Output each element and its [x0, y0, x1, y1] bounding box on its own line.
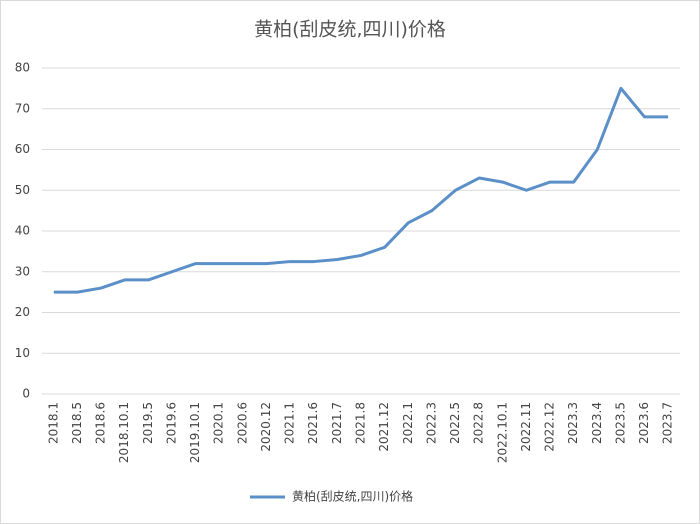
x-tick-label: 2018.5 — [70, 402, 84, 444]
legend-label: 黄柏(刮皮统,四川)价格 — [292, 489, 413, 504]
x-tick-label: 2022.11 — [519, 402, 533, 452]
y-tick-label: 70 — [15, 101, 30, 115]
x-tick-label: 2019.5 — [141, 402, 155, 444]
y-tick-label: 50 — [15, 183, 30, 197]
x-tick-label: 2023.5 — [613, 402, 627, 444]
y-tick-label: 0 — [22, 387, 30, 401]
x-tick-label: 2022.12 — [543, 402, 557, 452]
x-tick-label: 2022.8 — [472, 402, 486, 444]
x-tick-label: 2018.10.1 — [117, 402, 131, 463]
x-tick-label: 2020.12 — [259, 402, 273, 452]
x-tick-label: 2021.8 — [354, 402, 368, 444]
x-tick-label: 2021.6 — [306, 402, 320, 444]
x-tick-label: 2023.3 — [566, 402, 580, 444]
y-tick-label: 10 — [15, 346, 30, 360]
x-tick-label: 2018.6 — [94, 402, 108, 444]
y-tick-label: 40 — [15, 224, 30, 238]
x-tick-label: 2021.7 — [330, 402, 344, 444]
x-tick-label: 2021.1 — [283, 402, 297, 444]
x-tick-label: 2023.7 — [661, 402, 675, 444]
x-tick-label: 2019.10.1 — [188, 402, 202, 463]
x-tick-label: 2023.4 — [590, 402, 604, 444]
x-tick-label: 2019.6 — [164, 402, 178, 444]
x-tick-label: 2020.6 — [235, 402, 249, 444]
x-tick-label: 2022.3 — [424, 402, 438, 444]
x-tick-label: 2020.1 — [212, 402, 226, 444]
x-tick-label: 2022.10.1 — [495, 402, 509, 463]
data-line — [53, 86, 669, 294]
y-tick-label: 30 — [15, 264, 30, 278]
y-tick-label: 80 — [15, 61, 30, 75]
x-tick-label: 2018.1 — [46, 402, 60, 444]
y-tick-label: 60 — [15, 142, 30, 156]
x-tick-label: 2022.1 — [401, 402, 415, 444]
y-tick-label: 20 — [15, 305, 30, 319]
x-tick-label: 2021.12 — [377, 402, 391, 452]
x-tick-label: 2022.5 — [448, 402, 462, 444]
chart-title: 黄柏(刮皮统,四川)价格 — [254, 19, 446, 41]
x-tick-label: 2023.6 — [637, 402, 651, 444]
